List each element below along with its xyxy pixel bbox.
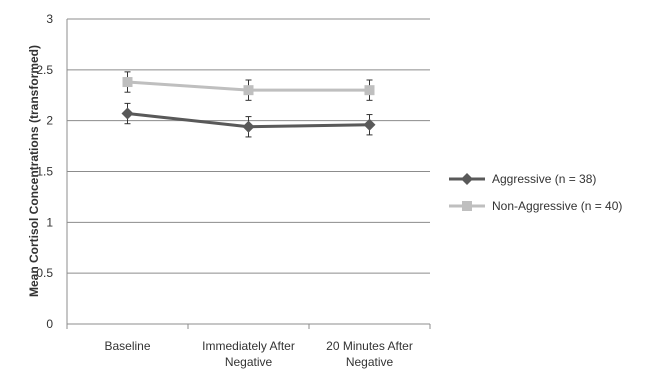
x-tick-label-line: Baseline [104, 339, 150, 353]
x-tick-label-line: Negative [346, 355, 394, 369]
x-tick-label-line: Negative [225, 355, 273, 369]
data-point-square [243, 85, 254, 96]
y-axis-label: Mean Cortisol Concentrations (transforme… [27, 45, 41, 297]
y-tick-label: 0 [46, 317, 53, 331]
legend-label: Aggressive (n = 38) [492, 172, 596, 186]
x-tick-label-line: 20 Minutes After [326, 339, 413, 353]
x-tick-label-line: Immediately After [202, 339, 295, 353]
y-tick-label: 1 [46, 215, 53, 229]
y-tick-label: 2.5 [36, 63, 53, 77]
y-tick-label: 3 [46, 12, 53, 26]
y-tick-label: 0.5 [36, 266, 53, 280]
x-tick-label: 20 Minutes After Negative [326, 339, 413, 369]
data-point-diamond [363, 118, 376, 131]
legend-label: Non-Aggressive (n = 40) [492, 199, 622, 213]
x-tick-label: Immediately After Negative [202, 339, 295, 369]
legend-marker-square [462, 201, 472, 211]
x-tick-label: Baseline [104, 339, 150, 353]
data-point-diamond [242, 120, 255, 133]
legend-marker-diamond [461, 173, 473, 185]
y-tick-label: 2 [46, 114, 53, 128]
data-point-square [364, 85, 375, 96]
data-point-square [122, 77, 133, 88]
data-point-diamond [121, 107, 134, 120]
y-tick-label: 1.5 [36, 165, 53, 179]
